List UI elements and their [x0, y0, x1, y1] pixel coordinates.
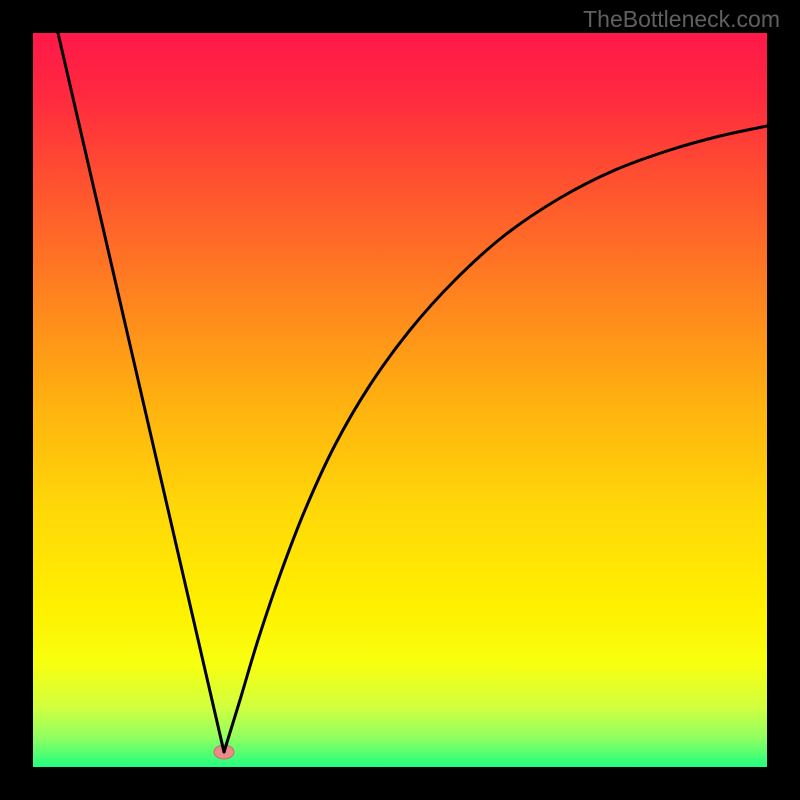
- chart-svg-layer: [0, 0, 800, 800]
- watermark-text: TheBottleneck.com: [583, 6, 780, 33]
- curve-right-branch: [224, 126, 767, 752]
- curve-left-branch: [58, 33, 224, 752]
